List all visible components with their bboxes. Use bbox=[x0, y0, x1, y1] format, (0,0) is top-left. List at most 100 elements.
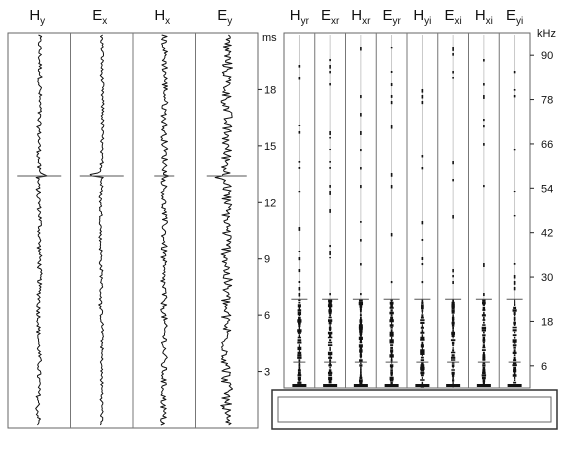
spectrum-bar bbox=[390, 346, 393, 349]
spectrum-bar bbox=[421, 361, 424, 366]
spectrum-dot bbox=[390, 83, 393, 87]
spectrum-base-bar bbox=[353, 384, 368, 387]
spectrum-bar bbox=[451, 341, 455, 345]
time-series-panel: Hy Ex Hx Ey ms 3 6 9 12 15 18 bbox=[7, 7, 277, 429]
spectrum-bar bbox=[482, 351, 485, 355]
empty-box-inner bbox=[277, 396, 552, 423]
spectrum-bar bbox=[390, 309, 393, 312]
spectrum-bar bbox=[420, 379, 425, 381]
spectrum-bar bbox=[297, 369, 301, 372]
spectrum-bar bbox=[390, 299, 393, 301]
spectrum-bar bbox=[421, 381, 424, 385]
spectrum-dot bbox=[513, 287, 516, 291]
spectrum-dot bbox=[452, 281, 454, 285]
spectrum-bar bbox=[421, 309, 424, 312]
spectrum-bar bbox=[421, 346, 423, 350]
spectrum-dot bbox=[329, 167, 331, 169]
spectrum-bar bbox=[450, 339, 456, 342]
time-tick-label: 15 bbox=[264, 141, 276, 153]
spectrum-bar bbox=[390, 374, 393, 377]
spectrum-bar bbox=[359, 349, 363, 353]
spectrum-dot bbox=[360, 239, 362, 242]
spectrum-bar bbox=[483, 331, 485, 334]
spectrum-bar bbox=[481, 349, 486, 351]
spectrum-bar bbox=[389, 331, 394, 336]
spectrum-bar bbox=[328, 299, 333, 303]
spectrum-bar bbox=[513, 306, 517, 310]
spectrum-bar bbox=[482, 301, 486, 305]
spectrum-bar bbox=[297, 304, 301, 308]
spectrum-bar bbox=[452, 376, 454, 380]
spectrum-bar bbox=[389, 379, 394, 382]
spectrum-bar bbox=[390, 366, 393, 369]
spectrum-bar bbox=[359, 309, 362, 312]
spectrum-bar bbox=[514, 301, 516, 305]
spectrum-bar bbox=[328, 301, 332, 305]
spectrum-dot bbox=[298, 167, 301, 169]
spectrum-bar bbox=[297, 319, 302, 323]
spectrum-dot bbox=[298, 65, 301, 68]
spectrum-bar bbox=[359, 331, 363, 335]
spectrum-dot bbox=[452, 179, 454, 182]
spectrum-bar bbox=[514, 314, 516, 317]
spectrum-bar bbox=[390, 351, 393, 355]
time-channel-separators bbox=[70, 33, 196, 428]
spectrum-bar bbox=[421, 376, 423, 380]
spectrum-bar bbox=[328, 356, 333, 359]
spectrum-bar bbox=[360, 369, 362, 373]
spectrum-bar bbox=[451, 321, 455, 325]
time-trace bbox=[214, 34, 233, 426]
spectrum-bar bbox=[482, 324, 486, 326]
spectrum-bar bbox=[420, 326, 424, 329]
spectrum-dot bbox=[513, 95, 516, 98]
spectrum-dot bbox=[360, 113, 362, 117]
spectrum-bar bbox=[298, 361, 301, 365]
spectrum-bar bbox=[451, 371, 455, 375]
spectrum-bar bbox=[452, 379, 455, 382]
spectrum-bar bbox=[359, 346, 363, 350]
spectrum-dot bbox=[360, 47, 362, 51]
spectrum-bar bbox=[328, 319, 333, 322]
spectrum-bar bbox=[512, 344, 517, 347]
spectrum-bar bbox=[451, 309, 455, 313]
spectrum-bar bbox=[328, 381, 332, 384]
spectrum-bar bbox=[512, 326, 517, 329]
spectrum-bar bbox=[513, 346, 516, 349]
spectrum-bar bbox=[329, 354, 331, 358]
spectrum-bar bbox=[389, 311, 394, 315]
spectrum-dot bbox=[390, 233, 393, 237]
spectrum-channel-label: Exi bbox=[445, 7, 462, 27]
spectrum-dot bbox=[513, 215, 516, 217]
spectrum-bar bbox=[327, 371, 333, 375]
spectrum-bar bbox=[389, 334, 394, 337]
spectrum-bar bbox=[390, 369, 393, 372]
time-axis-unit: ms bbox=[262, 32, 277, 44]
spectrum-bar bbox=[514, 331, 516, 334]
time-trace bbox=[160, 34, 170, 426]
spectrum-bar bbox=[358, 324, 363, 328]
spectrum-bar bbox=[329, 359, 332, 363]
spectrum-bar bbox=[513, 371, 516, 376]
spectrum-bar bbox=[481, 326, 487, 330]
spectrum-dot bbox=[360, 149, 362, 152]
spectrum-bar bbox=[513, 354, 516, 357]
spectrum-channel-label: Eyi bbox=[506, 7, 523, 27]
spectrum-base-bar bbox=[292, 384, 307, 387]
frequency-tick-label: 18 bbox=[541, 316, 553, 328]
spectrum-bar bbox=[359, 329, 363, 333]
spectrum-bar bbox=[482, 334, 486, 337]
spectrum-bar bbox=[358, 336, 363, 340]
spectrum-bar bbox=[328, 326, 332, 330]
spectrum-bar bbox=[358, 344, 363, 348]
time-tick-label: 6 bbox=[264, 310, 270, 322]
spectrum-bar bbox=[389, 306, 394, 309]
time-tick-label: 12 bbox=[264, 197, 276, 209]
spectrum-bar bbox=[298, 316, 301, 321]
spectrum-bar bbox=[297, 351, 302, 355]
spectrum-bar bbox=[421, 341, 424, 345]
spectrum-bar bbox=[421, 329, 424, 333]
spectrum-dot bbox=[483, 125, 485, 128]
spectrum-dot bbox=[360, 263, 362, 266]
spectrum-bar bbox=[420, 359, 425, 362]
spectrum-bar bbox=[298, 306, 301, 310]
